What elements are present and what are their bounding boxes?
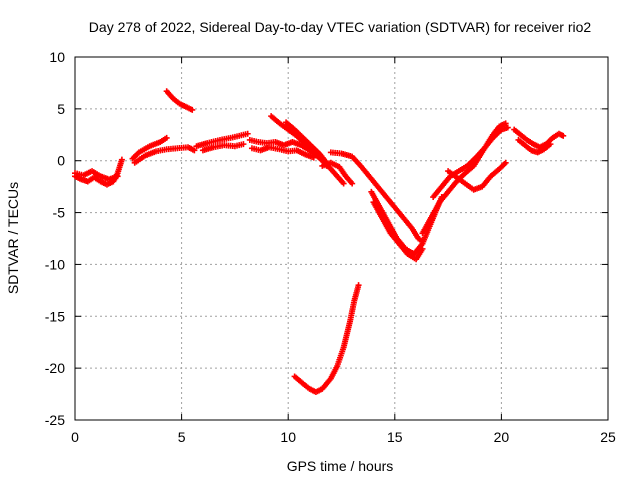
data-point <box>502 159 509 166</box>
data-layer <box>72 88 567 395</box>
data-point <box>163 134 170 141</box>
y-tick-label: 0 <box>57 153 65 169</box>
y-tick-label: -5 <box>53 205 66 221</box>
data-point <box>189 106 196 113</box>
data-point <box>547 141 554 148</box>
data-point <box>244 130 251 137</box>
data-point <box>349 180 356 187</box>
x-tick-label: 5 <box>178 429 186 445</box>
data-series-arc-21 <box>515 136 554 156</box>
data-series-arc-13 <box>319 159 356 187</box>
x-axis-label: GPS time / hours <box>287 458 394 474</box>
y-tick-label: 5 <box>57 101 65 117</box>
data-point <box>118 156 125 163</box>
grid-layer <box>75 57 608 420</box>
data-series-arc-3 <box>129 134 170 162</box>
y-axis-label: SDTVAR / TECUs <box>5 182 21 294</box>
data-series-arc-9 <box>248 144 317 161</box>
data-series-arc-2 <box>72 168 121 183</box>
data-series-arc-11 <box>283 119 330 166</box>
chart-title: Day 278 of 2022, Sidereal Day-to-day VTE… <box>89 19 592 35</box>
data-series-arc-12 <box>291 282 362 395</box>
y-tick-label: -25 <box>45 412 65 428</box>
y-tick-label: -20 <box>45 360 65 376</box>
data-series-arc-16 <box>370 199 426 263</box>
x-tick-label: 15 <box>387 429 403 445</box>
data-point <box>419 245 426 252</box>
x-tick-label: 10 <box>280 429 296 445</box>
x-tick-label: 0 <box>71 429 79 445</box>
x-tick-label: 25 <box>600 429 616 445</box>
data-point <box>240 141 247 148</box>
tick-layer: 0 5 10 15 20 25 10 5 0 -5 -10 -15 -20 -25 <box>45 49 616 445</box>
data-point <box>504 124 511 131</box>
data-series-arc-6 <box>193 130 251 150</box>
y-tick-label: 10 <box>49 49 65 65</box>
data-series-arc-5 <box>163 88 196 113</box>
y-tick-label: -10 <box>45 256 65 272</box>
data-point <box>340 180 347 187</box>
x-tick-label: 20 <box>494 429 510 445</box>
data-point <box>560 132 567 139</box>
data-point <box>191 147 198 154</box>
data-series-arc-10 <box>268 113 347 187</box>
y-tick-label: -15 <box>45 308 65 324</box>
data-series-arc-7 <box>199 141 247 154</box>
data-point <box>355 282 362 289</box>
plot-border <box>74 56 609 421</box>
data-point <box>114 173 121 180</box>
data-series-arc-19 <box>445 159 509 193</box>
data-series-arc-14 <box>327 149 426 245</box>
data-series-arc-4 <box>131 144 198 166</box>
